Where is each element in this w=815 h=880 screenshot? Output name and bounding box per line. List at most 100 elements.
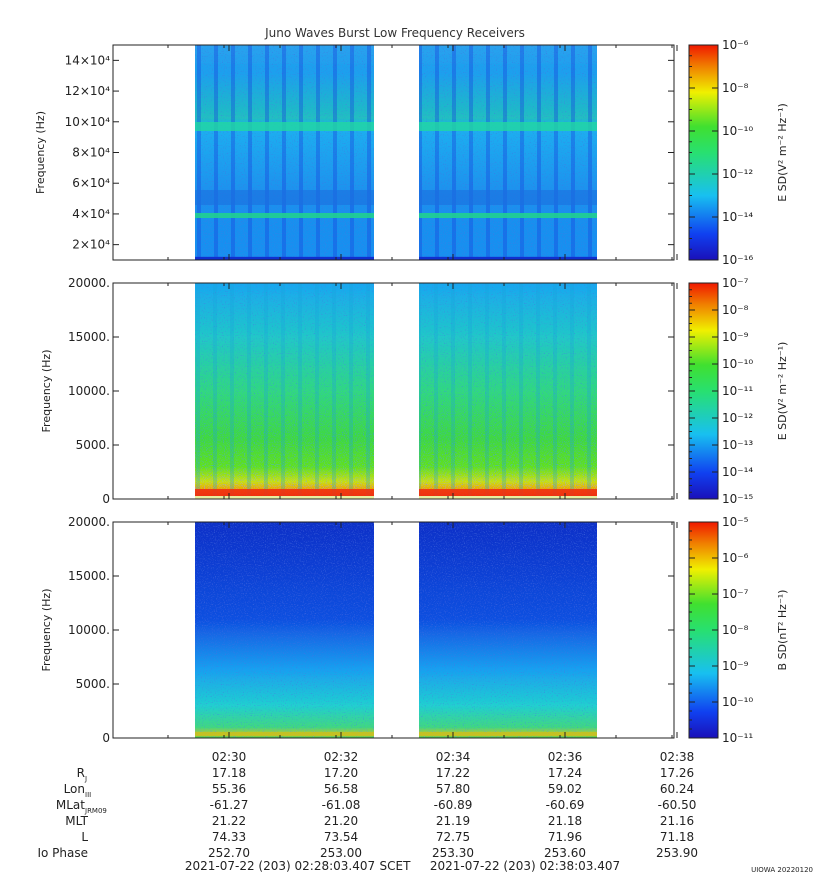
- colorbar-tick-label: 10⁻¹⁴: [722, 210, 753, 224]
- colorbar-tick-label: 10⁻⁸: [722, 81, 749, 95]
- ephemeris-row-subscript: JRM09: [84, 807, 107, 815]
- emission-band: [195, 213, 374, 218]
- y-tick-label: 15000.: [68, 569, 110, 583]
- colorbar-tick-label: 10⁻¹¹: [722, 384, 753, 398]
- panel-3: 0 5000. 10000. 15000. 20000. Frequency (Hz) 10…: [40, 515, 789, 745]
- emission-band: [419, 122, 597, 131]
- ephemeris-row-subscript: J: [84, 775, 87, 783]
- y-tick-label: 20000.: [68, 276, 110, 290]
- colorbar-tick-label: 10⁻⁶: [722, 38, 749, 52]
- colorbar-tick-label: 10⁻⁷: [722, 276, 749, 290]
- emission-band: [195, 257, 374, 260]
- chart-title: Juno Waves Burst Low Frequency Receivers: [264, 26, 525, 40]
- spectrogram-segment: [419, 522, 597, 738]
- ephemeris-value: 21.22: [212, 814, 246, 828]
- colorbar-tick-label: 10⁻¹¹: [722, 731, 753, 745]
- colorbar-tick-label: 10⁻¹⁰: [722, 695, 753, 709]
- ephemeris-value: -60.69: [546, 798, 585, 812]
- ephemeris-value: 17.22: [436, 766, 470, 780]
- y-tick-label: 4×10⁴: [72, 207, 110, 221]
- ephemeris-value: 253.60: [544, 846, 586, 860]
- y-tick-label: 0: [102, 731, 110, 745]
- panel-2: 0 5000. 10000. 15000. 20000. Frequency (Hz) 10…: [40, 276, 789, 506]
- colorbar-label: E SD(V² m⁻² Hz⁻¹): [776, 103, 789, 202]
- colorbar-tick-label: 10⁻⁹: [722, 330, 749, 344]
- colorbar-tick-label: 10⁻⁹: [722, 659, 749, 673]
- y-axis-label: Frequency (Hz): [40, 589, 53, 672]
- ephemeris-value: 252.70: [208, 846, 250, 860]
- colorbar-tick-label: 10⁻⁸: [722, 303, 749, 317]
- ephemeris-row-label: MLat: [56, 798, 85, 812]
- emission-band: [419, 190, 597, 205]
- ephemeris-value: -60.89: [434, 798, 473, 812]
- ephemeris-value: 56.58: [324, 782, 358, 796]
- ephemeris-value: 71.18: [660, 830, 694, 844]
- emission-band: [195, 122, 374, 131]
- colorbar-tick-label: 10⁻⁵: [722, 515, 749, 529]
- spectrogram-segment: [195, 522, 374, 738]
- colorbar-label: B SD(nT² Hz⁻¹): [776, 590, 789, 671]
- emission-band: [419, 257, 597, 260]
- y-tick-label: 10×10⁴: [65, 115, 111, 129]
- colorbar-tick-label: 10⁻¹²: [722, 167, 753, 181]
- ephemeris-value: 72.75: [436, 830, 470, 844]
- y-tick-label: 0: [102, 492, 110, 506]
- colorbar-tick-label: 10⁻⁷: [722, 587, 749, 601]
- emission-band: [419, 496, 597, 499]
- time-start-label: 2021-07-22 (203) 02:28:03.407: [185, 859, 375, 873]
- y-tick-label: 8×10⁴: [72, 146, 110, 160]
- ephemeris-value: 21.20: [324, 814, 358, 828]
- y-tick-label: 5000.: [76, 677, 110, 691]
- y-tick-label: 12×10⁴: [65, 84, 111, 98]
- colorbar-tick-label: 10⁻¹⁶: [722, 253, 753, 267]
- colorbar-tick-label: 10⁻¹⁰: [722, 357, 753, 371]
- time-frame-label: SCET: [380, 859, 412, 873]
- ephemeris-value: 59.02: [548, 782, 582, 796]
- colorbar-tick-label: 10⁻¹³: [722, 438, 753, 452]
- colorbar-tick-label: 10⁻¹⁰: [722, 124, 753, 138]
- emission-band: [195, 190, 374, 205]
- y-tick-label: 15000.: [68, 330, 110, 344]
- colorbar-tick-label: 10⁻⁸: [722, 623, 749, 637]
- ephemeris-value: 17.18: [212, 766, 246, 780]
- emission-band: [419, 489, 597, 496]
- ephemeris-value: 73.54: [324, 830, 358, 844]
- spectrogram-striation: [195, 283, 374, 499]
- y-axis-label: Frequency (Hz): [34, 111, 47, 194]
- ephemeris-value: 17.24: [548, 766, 582, 780]
- colorbar-tick-label: 10⁻⁶: [722, 551, 749, 565]
- time-end-label: 2021-07-22 (203) 02:38:03.407: [430, 859, 620, 873]
- y-tick-label: 20000.: [68, 515, 110, 529]
- ephemeris-value: 60.24: [660, 782, 694, 796]
- panel-1: 2×10⁴ 4×10⁴ 6×10⁴ 8×10⁴ 10×10⁴ 12×10⁴ 14×10⁴ Fr…: [34, 38, 789, 267]
- y-tick-label: 2×10⁴: [72, 238, 110, 252]
- ephemeris-value: 21.18: [548, 814, 582, 828]
- emission-band: [419, 213, 597, 218]
- ephemeris-row-label: MLT: [65, 814, 88, 828]
- ephemeris-value: 71.96: [548, 830, 582, 844]
- ephemeris-row-label: Lon: [64, 782, 85, 796]
- x-tick-label: 02:36: [548, 750, 583, 764]
- ephemeris-value: 253.30: [432, 846, 474, 860]
- ephemeris-value: 253.90: [656, 846, 698, 860]
- y-tick-label: 5000.: [76, 438, 110, 452]
- colorbar-tick-label: 10⁻¹⁴: [722, 465, 753, 479]
- ephemeris-value: 253.00: [320, 846, 362, 860]
- ephemeris-value: -61.27: [210, 798, 249, 812]
- x-tick-label: 02:32: [324, 750, 359, 764]
- ephemeris-row-subscript: III: [85, 791, 91, 799]
- ephemeris-value: 55.36: [212, 782, 246, 796]
- x-tick-label: 02:38: [660, 750, 695, 764]
- credit-label: UIOWA 20220120: [751, 866, 813, 874]
- y-tick-label: 10000.: [68, 623, 110, 637]
- ephemeris-value: 74.33: [212, 830, 246, 844]
- ephemeris-value: -60.50: [658, 798, 697, 812]
- ephemeris-value: -61.08: [322, 798, 361, 812]
- y-tick-label: 6×10⁴: [72, 176, 110, 190]
- spectrogram-striation: [195, 45, 374, 260]
- colorbar-tick-label: 10⁻¹⁵: [722, 492, 753, 506]
- spectrogram-striation: [419, 283, 597, 499]
- emission-band: [195, 496, 374, 499]
- emission-band: [195, 732, 374, 736]
